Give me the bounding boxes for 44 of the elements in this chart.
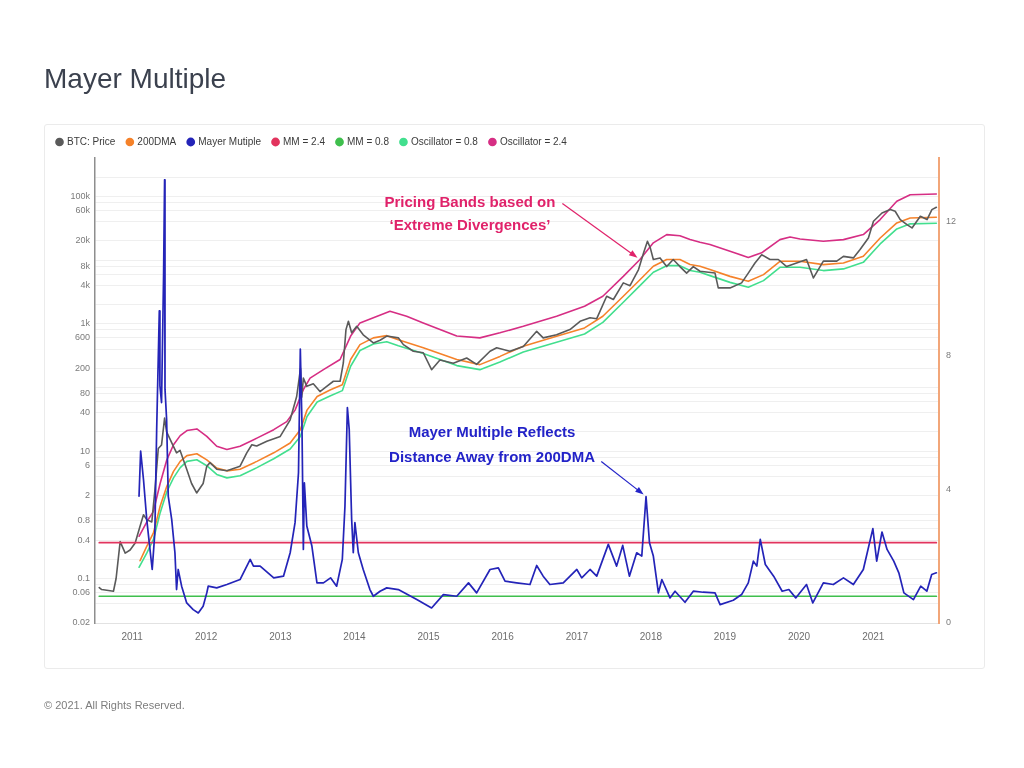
x-tick-label: 2015 [417,630,441,642]
chart-title: Mayer Multiple [44,62,227,96]
legend-label: Mayer Mutiple [198,135,262,147]
y-tick-label: 0.02 [72,617,90,628]
x-tick-label: 2011 [121,630,144,642]
y2-tick-label: 12 [946,216,957,227]
text: © 2021. All Rights Reserved. [44,699,185,711]
annotation: Mayer Multiple Reflects Distance Away from 200DMA [389,422,596,465]
y-tick-label: 1k [80,318,91,329]
x-tick-label: 2021 [862,630,885,642]
legend-label: BTC: Price [67,135,116,147]
y-tick-label: 8k [80,260,91,271]
x-tick-label: 2020 [787,630,811,642]
x-tick-label: 2012 [195,630,218,642]
y-tick-label: 0.4 [77,534,90,545]
legend-label: Oscillator = 0.8 [410,135,479,147]
y-tick-label: 2 [84,490,90,501]
y-tick-label: 20k [75,235,91,246]
annotation: Pricing Bands based on ‘Extreme Divergences’ [384,192,556,233]
y-tick-label: 200 [74,362,90,373]
x-tick-label: 2019 [713,630,737,642]
y-tick-label: 10 [79,445,90,456]
y-tick-label: 0.1 [77,572,90,583]
y2-tick-label: 0 [946,617,952,628]
y-tick-label: 600 [74,332,90,343]
x-tick-label: 2018 [639,630,663,642]
y-tick-label: 60k [75,204,91,215]
y-tick-label: 0.8 [77,515,90,526]
x-tick-label: 2013 [269,630,292,642]
y2-tick-label: 8 [946,349,952,360]
x-tick-label: 2014 [343,630,367,642]
y2-tick-label: 4 [946,483,952,494]
y-tick-label: 4k [80,279,91,290]
y-tick-label: 80 [79,388,90,399]
y-tick-label: 40 [79,407,90,418]
x-tick-label: 2017 [565,630,589,642]
legend-label: MM = 2.4 [283,135,326,147]
legend-label: Oscillator = 2.4 [499,135,568,147]
y-tick-label: 0.06 [72,587,90,598]
x-tick-label: 2016 [491,630,515,642]
y-tick-label: 6 [84,459,90,470]
y-tick-label: 100k [70,190,91,201]
legend-label: 200DMA [137,135,177,147]
legend-label: MM = 0.8 [347,135,390,147]
